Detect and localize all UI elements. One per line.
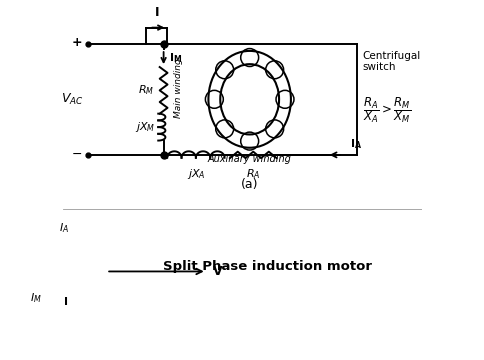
Text: $-$: $-$ bbox=[71, 147, 82, 160]
Text: $I_A$: $I_A$ bbox=[59, 221, 69, 235]
Text: $\mathbf{I_A}$: $\mathbf{I_A}$ bbox=[349, 138, 362, 151]
Text: $R_A$: $R_A$ bbox=[245, 167, 260, 180]
Text: $I_M$: $I_M$ bbox=[30, 291, 41, 305]
Text: $jX_M$: $jX_M$ bbox=[135, 120, 155, 134]
Text: $R_M$: $R_M$ bbox=[138, 84, 154, 97]
Text: $\mathbf{V}$: $\mathbf{V}$ bbox=[212, 265, 223, 278]
Text: $\mathbf{I_M}$: $\mathbf{I_M}$ bbox=[169, 51, 182, 65]
Text: $\dfrac{R_A}{X_A} > \dfrac{R_M}{X_M}$: $\dfrac{R_A}{X_A} > \dfrac{R_M}{X_M}$ bbox=[362, 95, 410, 125]
Text: $\mathbf{I}$: $\mathbf{I}$ bbox=[153, 6, 159, 19]
Text: $jX_A$: $jX_A$ bbox=[186, 167, 205, 181]
Text: Auxiliary winding: Auxiliary winding bbox=[207, 154, 291, 164]
Text: $V_{AC}$: $V_{AC}$ bbox=[60, 92, 83, 107]
Text: $\mathbf{I}$: $\mathbf{I}$ bbox=[63, 295, 68, 307]
Text: Main winding: Main winding bbox=[173, 59, 182, 118]
Text: +: + bbox=[71, 36, 82, 49]
Text: Centrifugal
switch: Centrifugal switch bbox=[362, 51, 420, 72]
Text: Split Phase induction motor: Split Phase induction motor bbox=[163, 260, 371, 273]
Text: (a): (a) bbox=[241, 178, 258, 191]
